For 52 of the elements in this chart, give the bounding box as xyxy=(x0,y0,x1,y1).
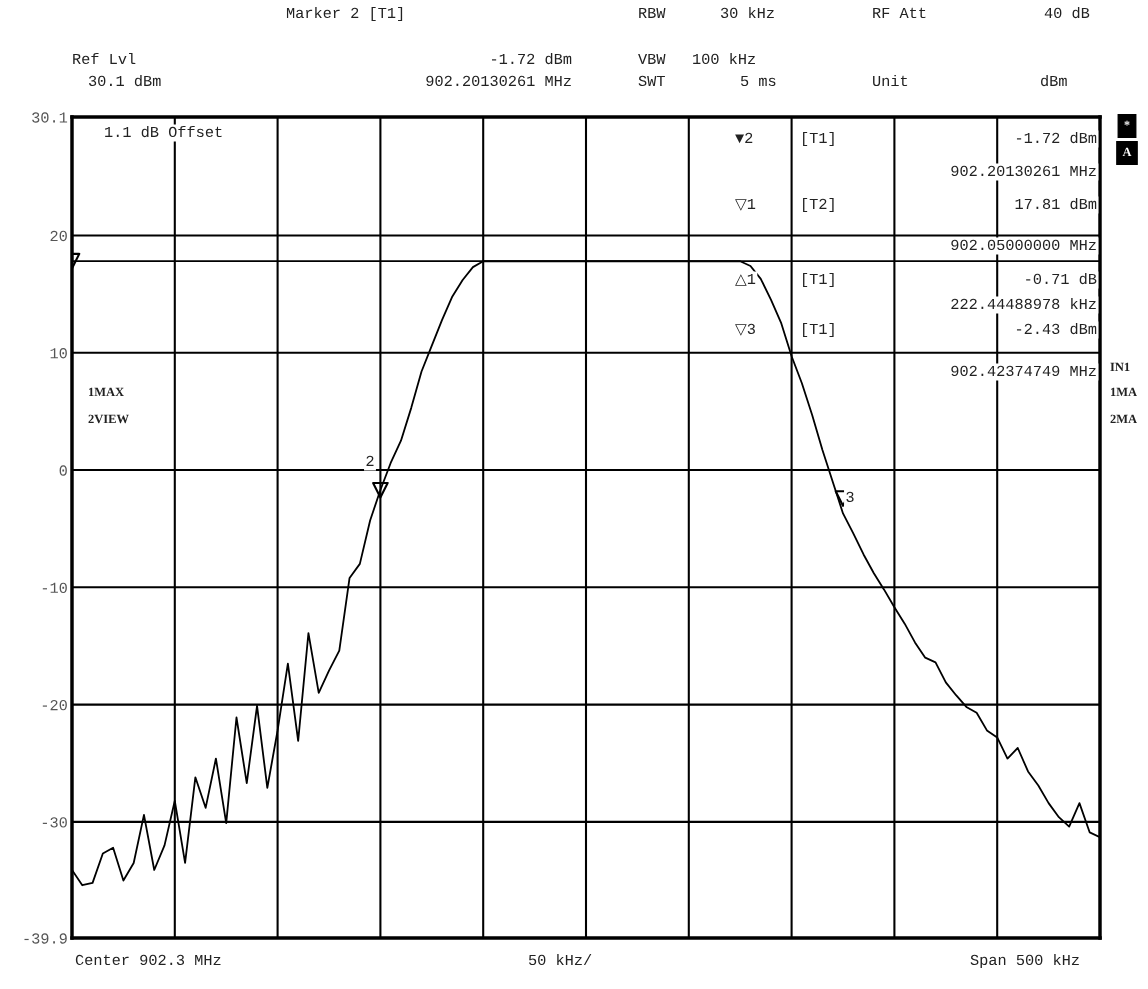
text: 50 kHz/ xyxy=(528,953,592,966)
text: Span 500 kHz xyxy=(970,953,1079,969)
text: Marker 2 [T1] xyxy=(286,6,403,22)
annotation: 3 xyxy=(846,491,854,503)
y-tick-label: 10 xyxy=(50,348,67,359)
annotation: 902.20130261 MHz xyxy=(951,165,1096,177)
text: * xyxy=(1124,120,1130,126)
annotation: ▽1 xyxy=(735,198,756,211)
annotation: -0.71 dB xyxy=(1026,272,1097,285)
text: 902.20130261 MHz xyxy=(426,75,571,87)
text: Ref Lvl xyxy=(73,52,136,65)
text: 100 kHz xyxy=(693,52,755,65)
text: 30.1 dBm xyxy=(88,74,161,87)
annotation: 17.81 dBm xyxy=(1015,197,1097,210)
text: 1MA xyxy=(1111,387,1137,397)
y-tick-label: -30 xyxy=(42,817,67,828)
annotation: 902.05000000 MHz xyxy=(951,239,1096,251)
annotation: -1.72 dBm xyxy=(1016,131,1097,144)
text: -1.72 dBm xyxy=(491,52,572,65)
text: IN1 xyxy=(1110,362,1130,372)
y-tick-label: 20 xyxy=(50,230,67,242)
annotation: [T1] xyxy=(803,322,834,338)
annotation: -2.43 dBm xyxy=(1016,322,1097,335)
annotation: [T2] xyxy=(803,197,834,213)
annotation: 222.44488978 kHz xyxy=(951,297,1096,310)
text: 40 dB xyxy=(1044,6,1090,19)
annotation: 2 xyxy=(366,455,374,466)
annotation: 1.1 dB Offset xyxy=(105,125,222,138)
annotation: 1MAX xyxy=(89,387,124,397)
annotation: [T1] xyxy=(803,131,834,147)
y-tick-label: 0 xyxy=(59,465,67,476)
text: SWT xyxy=(638,75,665,87)
annotation: ▼2 xyxy=(735,132,753,144)
text: dBm xyxy=(1041,74,1067,87)
text: 2MA xyxy=(1110,414,1137,424)
text: A xyxy=(1122,147,1132,157)
annotation: 902.42374749 MHz xyxy=(951,365,1096,377)
annotation: 2VIEW xyxy=(88,414,129,424)
text: RF Att xyxy=(873,7,926,19)
y-tick-label: 30.1 xyxy=(32,112,68,123)
y-tick-label: -20 xyxy=(42,699,67,711)
y-tick-label: -10 xyxy=(42,582,67,593)
text: 30 kHz xyxy=(720,6,774,19)
text: VBW xyxy=(638,53,666,64)
annotation: ▽3 xyxy=(735,323,755,336)
text: Center 902.3 MHz xyxy=(75,954,221,966)
annotation: [T1] xyxy=(803,272,834,288)
text: Unit xyxy=(873,74,908,87)
text: RBW xyxy=(639,7,666,18)
text: 5 ms xyxy=(740,75,776,87)
annotation: △1 xyxy=(735,273,756,286)
y-tick-label: -39.9 xyxy=(24,933,67,944)
